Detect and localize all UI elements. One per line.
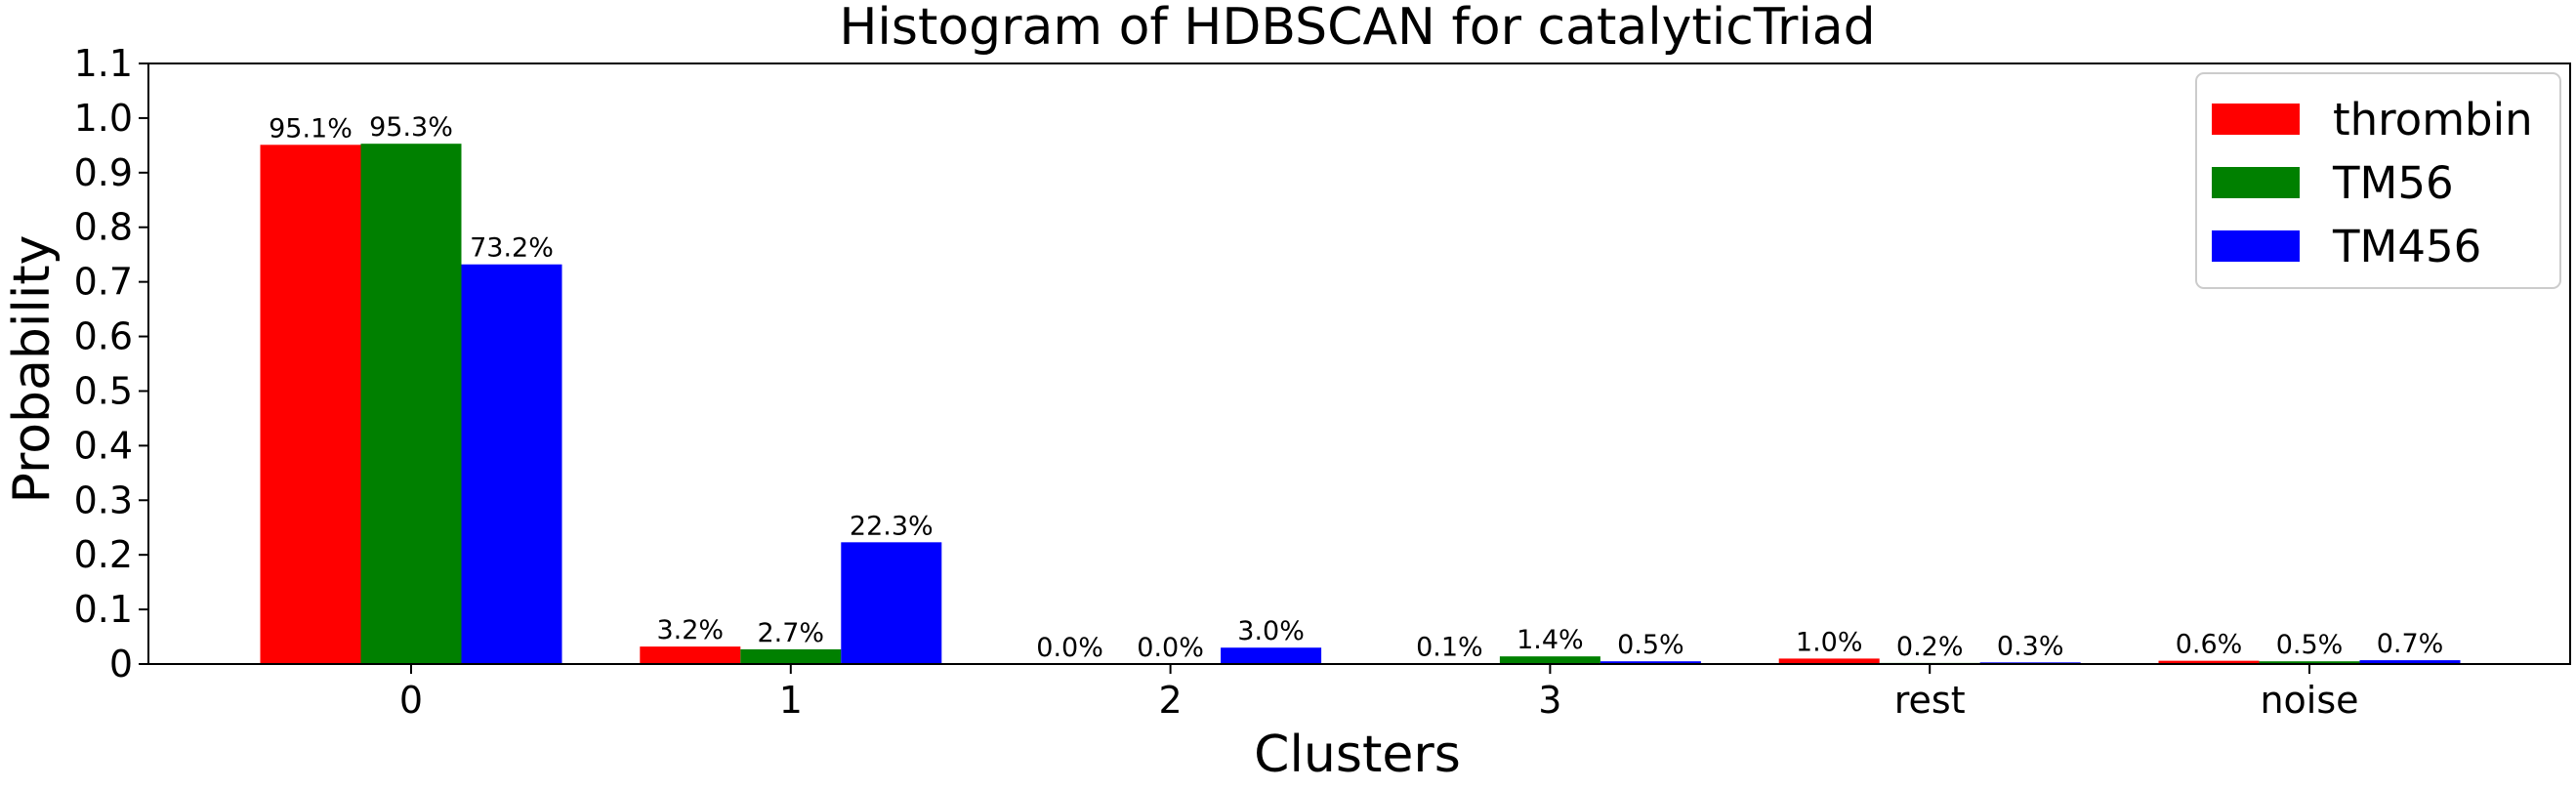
data-label-tm56-1: 2.7%	[757, 618, 824, 648]
bar-tm56-1	[740, 648, 842, 664]
y-axis-label: Probability	[3, 235, 62, 504]
data-label-thrombin-0: 95.1%	[269, 113, 353, 144]
data-label-thrombin-2: 0.0%	[1036, 633, 1103, 663]
y-tick-label: 0.1	[74, 588, 133, 631]
bar-tm456-2	[1221, 647, 1322, 664]
x-tick-label: 2	[1159, 679, 1183, 722]
bar-thrombin-rest	[1778, 658, 1880, 664]
x-tick-label: noise	[2260, 679, 2358, 722]
data-label-tm456-3: 0.5%	[1617, 630, 1684, 660]
legend-label-thrombin: thrombin	[2333, 94, 2533, 146]
bar-tm56-3	[1499, 656, 1600, 664]
bar-thrombin-1	[640, 646, 741, 664]
y-tick-label: 0.6	[74, 315, 133, 358]
y-tick-label: 0.2	[74, 533, 133, 576]
x-tick-label: 3	[1538, 679, 1561, 722]
data-label-tm456-2: 3.0%	[1237, 616, 1305, 646]
legend-swatch-tm56	[2212, 167, 2300, 198]
bar-thrombin-noise	[2158, 660, 2260, 664]
data-label-tm456-rest: 0.3%	[1997, 631, 2064, 661]
bar-tm456-0	[461, 264, 562, 664]
bar-tm456-noise	[2359, 660, 2461, 664]
data-label-thrombin-noise: 0.6%	[2176, 630, 2243, 660]
data-label-tm456-0: 73.2%	[470, 233, 554, 264]
data-label-thrombin-rest: 1.0%	[1796, 627, 1863, 657]
y-tick-label: 0.9	[74, 151, 133, 194]
plot-frame	[147, 62, 2571, 665]
x-axis-label: Clusters	[1254, 726, 1461, 784]
data-label-thrombin-1: 3.2%	[656, 615, 724, 645]
plot-area: 95.1% 3.2% 0.0% 0.1% 1.0% 0.6% 95.3% 2.7% 0.0% 1.…	[74, 42, 2571, 722]
data-label-tm56-3: 1.4%	[1517, 625, 1584, 655]
bar-thrombin-0	[260, 145, 361, 664]
legend: thrombin TM56 TM456	[2195, 72, 2561, 289]
legend-swatch-thrombin	[2212, 104, 2300, 135]
data-label-tm56-rest: 0.2%	[1896, 632, 1964, 662]
bar-tm456-1	[841, 542, 942, 664]
x-tick-label: rest	[1894, 679, 1966, 722]
y-tick-label: 1.1	[74, 42, 133, 85]
bar-tm56-noise	[2259, 661, 2360, 664]
y-tick-label: 0	[109, 643, 133, 686]
bar-tm56-0	[360, 144, 462, 664]
y-tick-label: 0.4	[74, 424, 133, 467]
x-tick-label: 1	[779, 679, 803, 722]
y-tick-label: 0.3	[74, 478, 133, 521]
data-label-tm56-noise: 0.5%	[2276, 630, 2344, 660]
y-tick-label: 0.8	[74, 206, 133, 249]
y-tick-label: 0.5	[74, 369, 133, 412]
chart-title: Histogram of HDBSCAN for catalyticTriad	[839, 0, 1875, 57]
data-label-tm56-2: 0.0%	[1137, 633, 1204, 663]
bar-tm456-3	[1600, 661, 1701, 664]
y-tick-label: 1.0	[74, 97, 133, 140]
data-label-thrombin-3: 0.1%	[1416, 632, 1483, 662]
y-tick-label: 0.7	[74, 261, 133, 304]
data-label-tm56-0: 95.3%	[369, 112, 453, 143]
data-label-tm456-1: 22.3%	[850, 511, 934, 541]
legend-swatch-tm456	[2212, 230, 2300, 262]
x-tick-label: 0	[399, 679, 423, 722]
legend-label-tm56: TM56	[2332, 157, 2454, 209]
legend-label-tm456: TM456	[2332, 221, 2481, 272]
data-label-tm456-noise: 0.7%	[2377, 629, 2444, 659]
